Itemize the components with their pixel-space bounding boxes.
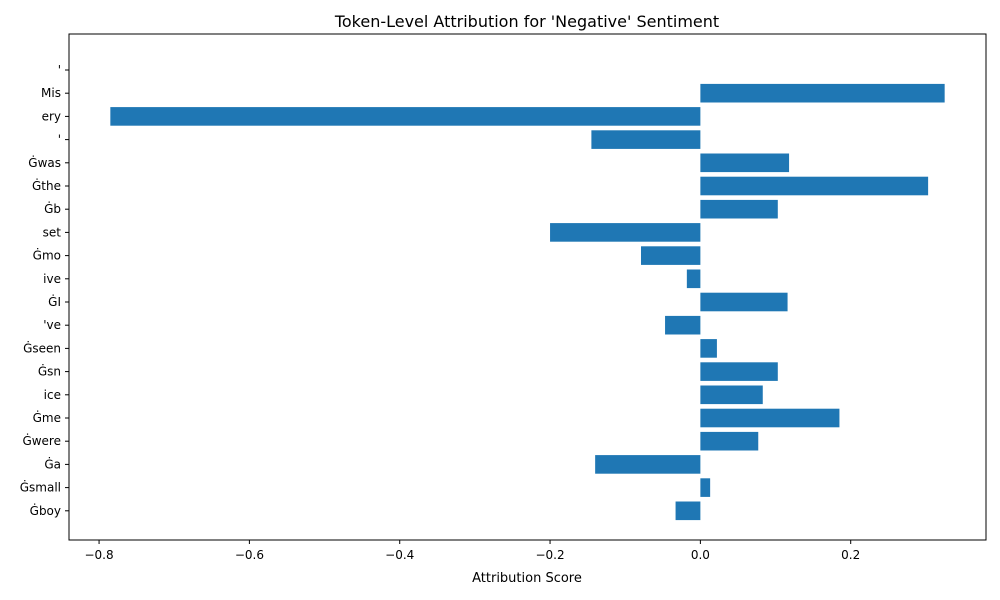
bar	[665, 315, 701, 335]
y-tick-label: Mis	[41, 86, 61, 100]
chart-title: Token-Level Attribution for 'Negative' S…	[334, 12, 719, 31]
bar	[700, 408, 840, 428]
x-tick-label: 0.0	[691, 548, 710, 562]
y-tick-label: '	[58, 63, 61, 77]
bars-group	[110, 83, 945, 521]
x-tick-label: −0.4	[385, 548, 414, 562]
bar	[700, 83, 945, 103]
x-tick-label: −0.2	[535, 548, 564, 562]
bar	[700, 292, 788, 312]
y-tick-label: Ġthe	[32, 177, 61, 193]
bar	[700, 362, 778, 381]
y-tick-label: Ġa	[44, 455, 61, 471]
bar	[686, 269, 701, 289]
y-tick-label: ive	[43, 272, 61, 286]
y-tick-label: Ġwas	[28, 154, 61, 170]
x-axis-ticks: −0.8 −0.6 −0.4 −0.2 0.0 0.2	[84, 540, 860, 562]
bar	[700, 385, 763, 405]
y-tick-label: set	[43, 225, 62, 239]
plot-frame	[68, 33, 987, 541]
y-tick-label: Ġme	[33, 409, 61, 425]
y-tick-label: Ġmo	[33, 247, 61, 263]
x-tick-label: 0.2	[841, 548, 860, 562]
bar	[675, 501, 701, 521]
y-tick-label: 've	[43, 318, 61, 332]
bar	[700, 478, 711, 497]
x-axis-label: Attribution Score	[472, 571, 582, 586]
bar	[700, 153, 790, 173]
bar	[591, 130, 701, 149]
bar	[700, 431, 759, 451]
y-tick-label: Ġboy	[30, 502, 61, 518]
bar	[550, 223, 701, 242]
bar	[700, 199, 778, 219]
x-tick-label: −0.8	[84, 548, 113, 562]
y-tick-label: Ġb	[44, 200, 61, 216]
y-tick-label: '	[58, 133, 61, 147]
y-tick-label: Ġwere	[22, 432, 61, 448]
y-tick-label: Ġsmall	[20, 479, 61, 495]
y-tick-label: Ġseen	[23, 339, 61, 355]
bar	[640, 246, 701, 265]
bar	[700, 339, 717, 358]
y-tick-label: Ġsn	[38, 363, 61, 379]
y-axis-ticks: ' Mis ery ' Ġwas Ġthe Ġb set Ġmo ive ĠI 've Ġseen Ġsn…	[20, 63, 69, 518]
bar	[110, 107, 701, 126]
bar	[595, 455, 701, 474]
y-tick-label: ice	[44, 388, 61, 402]
bar	[700, 176, 929, 196]
y-tick-label: ĠI	[48, 293, 61, 309]
x-tick-label: −0.6	[235, 548, 264, 562]
y-tick-label: ery	[42, 109, 61, 123]
